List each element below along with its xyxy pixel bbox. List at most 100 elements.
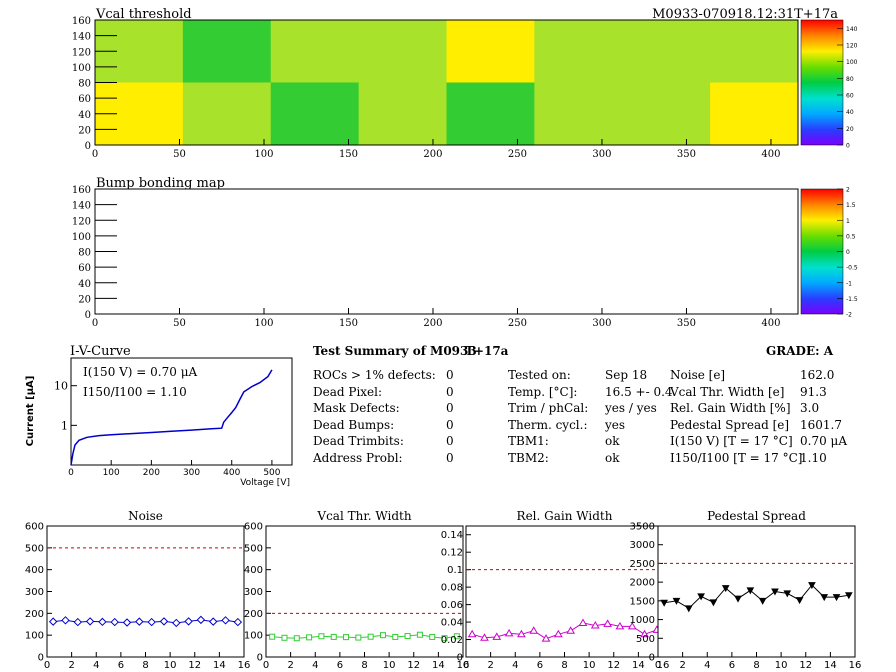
bump-xtick-label: 50 [173,318,186,329]
vcal-xtick-label: 100 [254,149,273,160]
bump-frame [94,188,799,315]
trend-1-xtick-label: 14 [432,660,445,671]
vcal-roc-cell [534,82,623,146]
trend-2-frame [465,525,664,658]
trend-2-point [566,626,576,634]
trend-1-ytick-label: 600 [244,522,263,533]
iv-series-line [70,369,273,466]
defect-value: 0 [446,368,454,382]
trend-2-point [615,621,625,630]
performance-value: 1601.7 [800,417,842,432]
bump-title: Bump bonding map [96,176,225,191]
trend-1-point [404,633,411,640]
bump-cbar-label: 0.5 [846,233,856,240]
bump-ytick-label: 100 [72,232,91,243]
bump-cbar-label: 0 [846,249,850,256]
trend-0-xtick-label: 12 [188,660,201,671]
vcal-colorbar-ticks: 0 20 40 60 80 100 120 140 [837,26,858,150]
vcal-cbar-label: 60 [846,93,854,100]
vcal-ytick-label: 80 [78,79,91,90]
trend-1-point [330,633,337,640]
vcal-threshold-map: Vcal threshold M0933-070918.12:31T+17a 0… [72,7,858,160]
trend-0-point [110,617,119,627]
trend-3-ytick-label: 3500 [630,522,655,533]
iv-xtick-label: 200 [143,468,160,478]
vcal-roc-cell [622,82,711,146]
trend-3-point [684,605,693,613]
trend-1-point [293,635,300,642]
trend-3-ytick-label: 3000 [630,540,655,551]
bump-axes: 0 50 100 150 200 250 300 350 400 0 20 40 60 80 100 120 1… [72,185,781,329]
summary-temp-tag: T+17a [465,344,509,358]
condition-label: TBM2: [508,451,549,465]
vcal-roc-cell [358,20,447,83]
vcal-xtick-label: 200 [423,149,442,160]
trend-2-xtick-label: 10 [583,660,596,671]
iv-ylabel: Current [μA] [25,376,36,447]
vcal-roc-cell [710,20,799,83]
trend-0-point [48,617,58,626]
trend-2-xtick-label: 12 [607,660,620,671]
bump-xtick-label: 300 [592,318,611,329]
performance-value: 3.0 [800,401,820,416]
trend-2-ytick-label: 0.04 [441,618,463,629]
trend-0-ytick-label: 600 [25,522,44,533]
trend-2-point [517,629,526,638]
vcal-roc-cell [622,20,711,83]
trend-2-point [529,626,539,634]
trend-3-point [672,597,681,605]
performance-value: 1.10 [800,451,827,465]
trend-2-ytick-label: 0.08 [441,583,463,594]
trend-0-ytick-label: 200 [25,609,44,620]
trend-0-ytick-label: 100 [25,631,44,642]
trend-0-point [221,616,230,625]
trend-0-point [159,617,169,626]
trend-2-ytick-label: 0.06 [441,600,463,611]
condition-value: 16.5 +- 0.4 [605,384,673,399]
trend-0-xtick-label: 0 [44,660,50,671]
bump-xtick-label: 350 [677,318,696,329]
defect-value: 0 [446,401,454,416]
condition-value: ok [605,434,620,449]
bump-ytick-label: 20 [78,294,91,305]
trend-1-ytick-label: 500 [244,543,263,554]
trend-3-xtick-label: 14 [824,660,837,671]
defect-value: 0 [446,451,454,465]
defect-label: Dead Trimbits: [313,434,404,449]
iv-xtick-label: 500 [263,468,280,478]
vcal-ytick-label: 0 [85,141,91,152]
trend-1-xtick-label: 0 [263,660,269,671]
bump-cbar-label: -2 [846,312,852,319]
vcal-cbar-label: 80 [846,76,854,83]
bump-xtick-label: 100 [254,318,273,329]
vcal-ytick-label: 20 [78,125,91,136]
vcal-roc-cell [270,82,360,146]
vcal-cbar-label: 140 [846,26,858,33]
defect-value: 0 [446,434,454,449]
performance-label: Noise [e] [670,368,726,382]
vcal-cbar-label: 100 [846,59,858,66]
bump-xtick-label: 400 [761,318,780,329]
vcal-ytick-label: 120 [72,47,91,58]
trend-1-point [416,631,423,638]
bump-cbar-label: 1.5 [846,202,856,209]
bump-colorbar-ticks: -2 -1.5 -1 -0.5 0 0.5 1 1.5 2 [837,187,858,319]
trend-2-point [492,632,502,640]
performance-label: I(150 V) [T = 17 °C] [670,434,793,449]
vcal-roc-cells [95,20,799,146]
trend-1-xtick-label: 6 [337,660,343,671]
trend-0-point [122,618,132,627]
iv-ytick-label: 10 [54,380,68,393]
vcal-cbar-label: 40 [846,109,854,116]
trend-2-point [590,621,600,629]
defect-value: 0 [446,417,454,432]
trend-1-point [343,634,350,641]
vcal-roc-cell [710,82,799,146]
vcal-ytick-label: 140 [72,32,91,43]
iv-annotation-ratio: I150/I100 = 1.10 [83,385,187,399]
defect-value: 0 [446,384,454,399]
trend-3-ytick-label: 2000 [630,578,655,589]
